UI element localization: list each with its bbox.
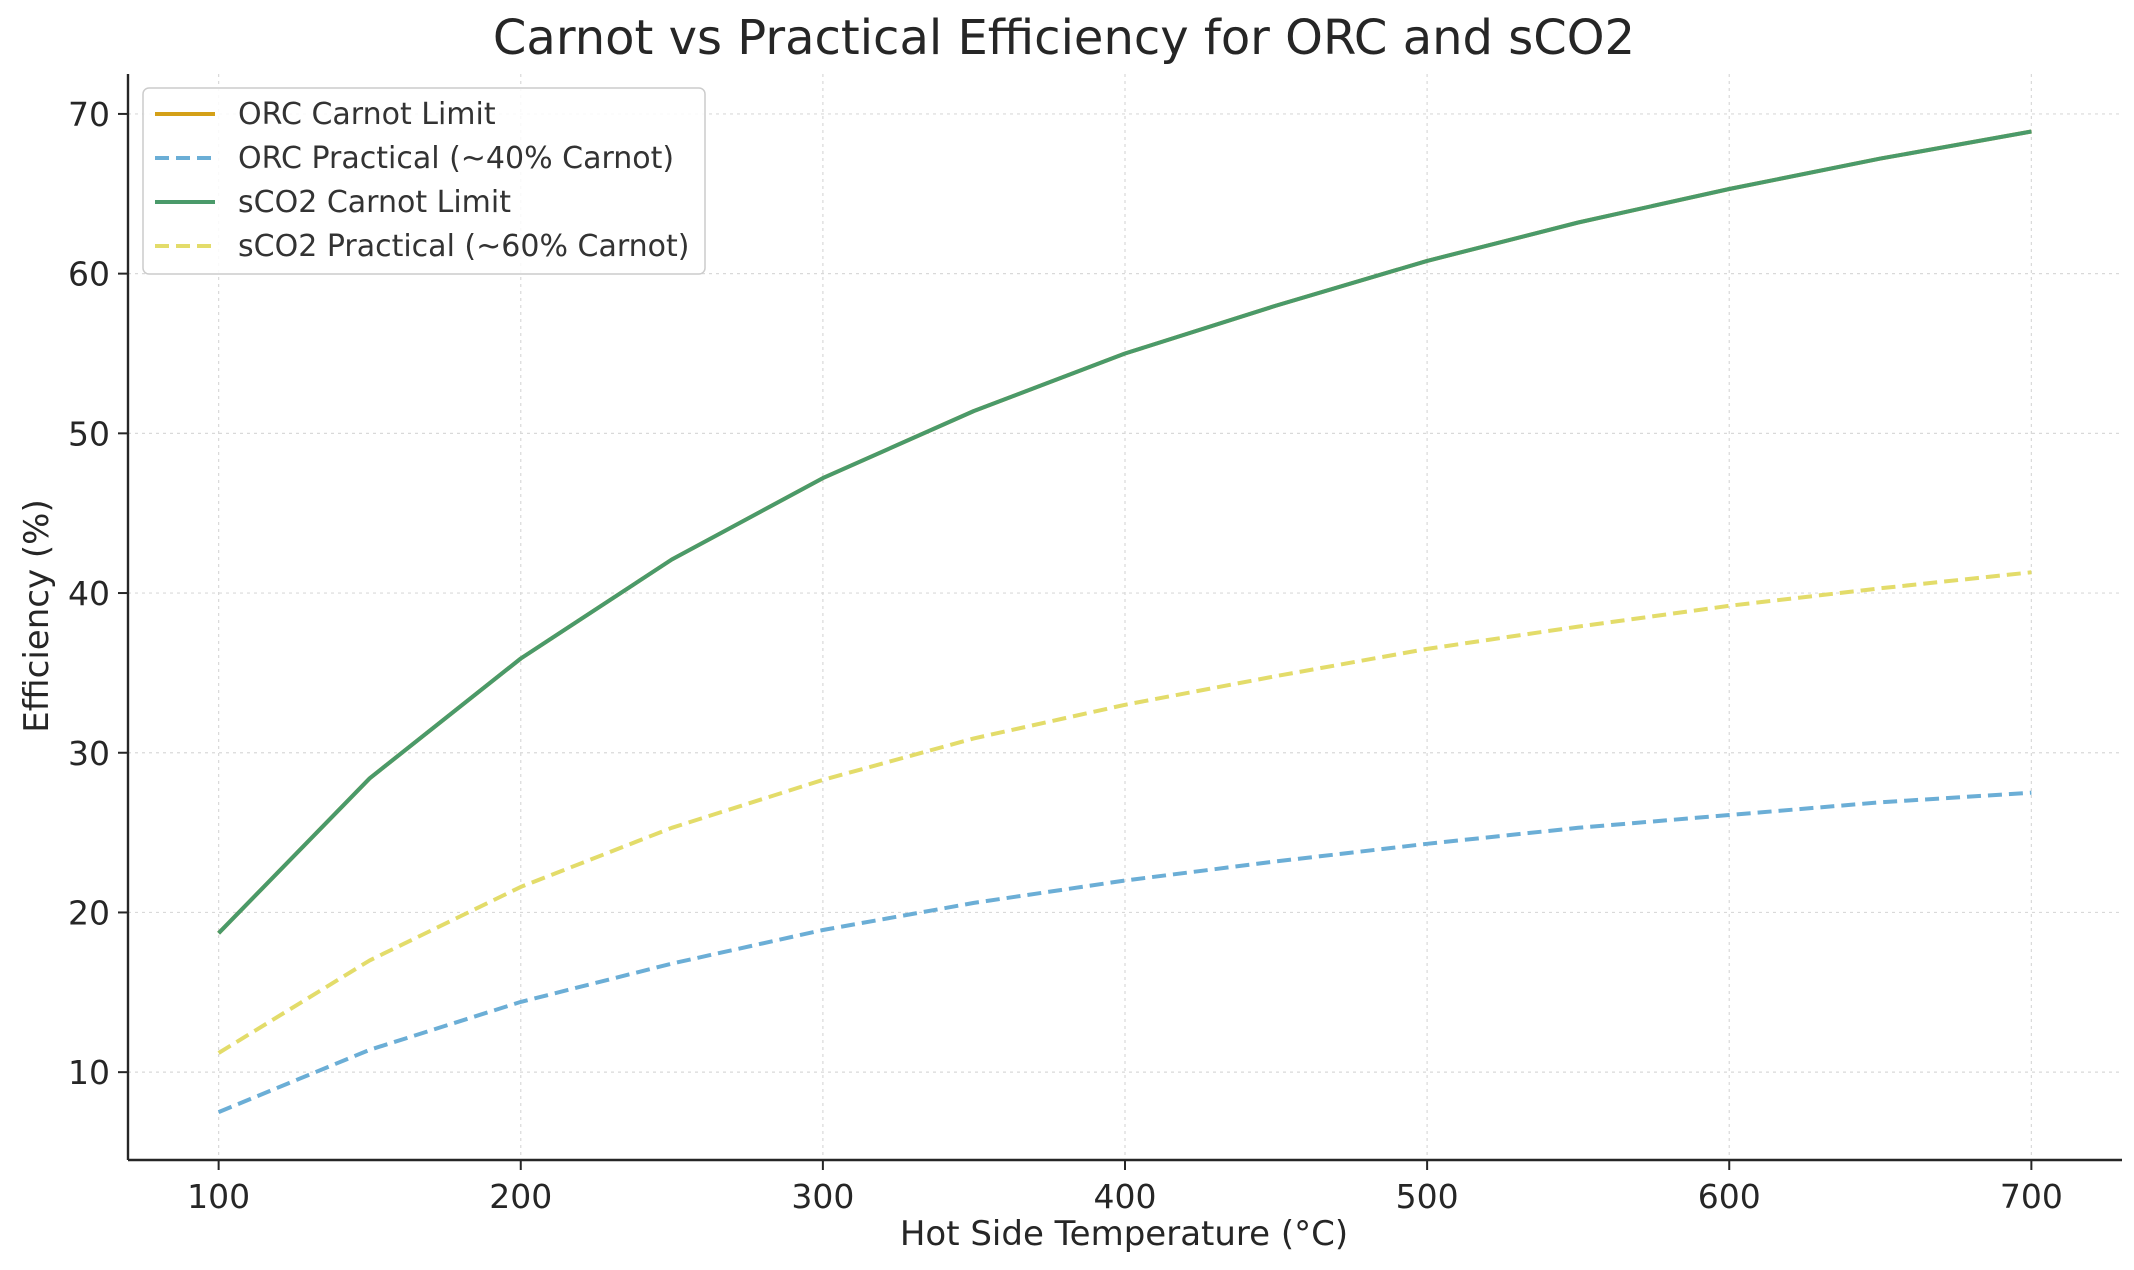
x-axis-label: Hot Side Temperature (°C) <box>900 1214 1348 1254</box>
series-line-2 <box>217 129 2032 935</box>
series-lines <box>217 129 2032 1114</box>
legend-label-1: ORC Practical (~40% Carnot) <box>238 141 674 176</box>
grid <box>128 74 2122 1160</box>
y-tick-label: 50 <box>68 414 110 453</box>
series-line-1 <box>217 790 2032 1114</box>
x-tick-label: 300 <box>791 1177 854 1216</box>
x-tick-label: 400 <box>1094 1177 1157 1216</box>
y-tick-label: 40 <box>68 574 110 613</box>
axes: 100 200 300 400 500 600 700 10 20 30 40 50 60 70 <box>68 74 2122 1216</box>
chart-title: Carnot vs Practical Efficiency for ORC a… <box>493 10 1635 66</box>
y-tick-label: 20 <box>68 893 110 932</box>
x-tick-label: 500 <box>1396 1177 1459 1216</box>
legend-box <box>142 87 706 275</box>
x-tick-label: 200 <box>489 1177 552 1216</box>
y-tick-label: 10 <box>68 1053 110 1092</box>
legend: ORC Carnot Limit ORC Practical (~40% Carn… <box>142 87 706 275</box>
series-line-3 <box>217 570 2032 1055</box>
x-tick-label: 100 <box>187 1177 250 1216</box>
legend-label-3: sCO2 Practical (~60% Carnot) <box>238 229 689 264</box>
y-axis-label: Efficiency (%) <box>17 499 57 732</box>
legend-label-0: ORC Carnot Limit <box>238 97 496 132</box>
x-tick-label: 700 <box>2000 1177 2063 1216</box>
y-tick-label: 60 <box>68 255 110 294</box>
y-tick-label: 70 <box>68 95 110 134</box>
y-tick-label: 30 <box>68 734 110 773</box>
x-tick-label: 600 <box>1698 1177 1761 1216</box>
legend-label-2: sCO2 Carnot Limit <box>238 185 511 220</box>
